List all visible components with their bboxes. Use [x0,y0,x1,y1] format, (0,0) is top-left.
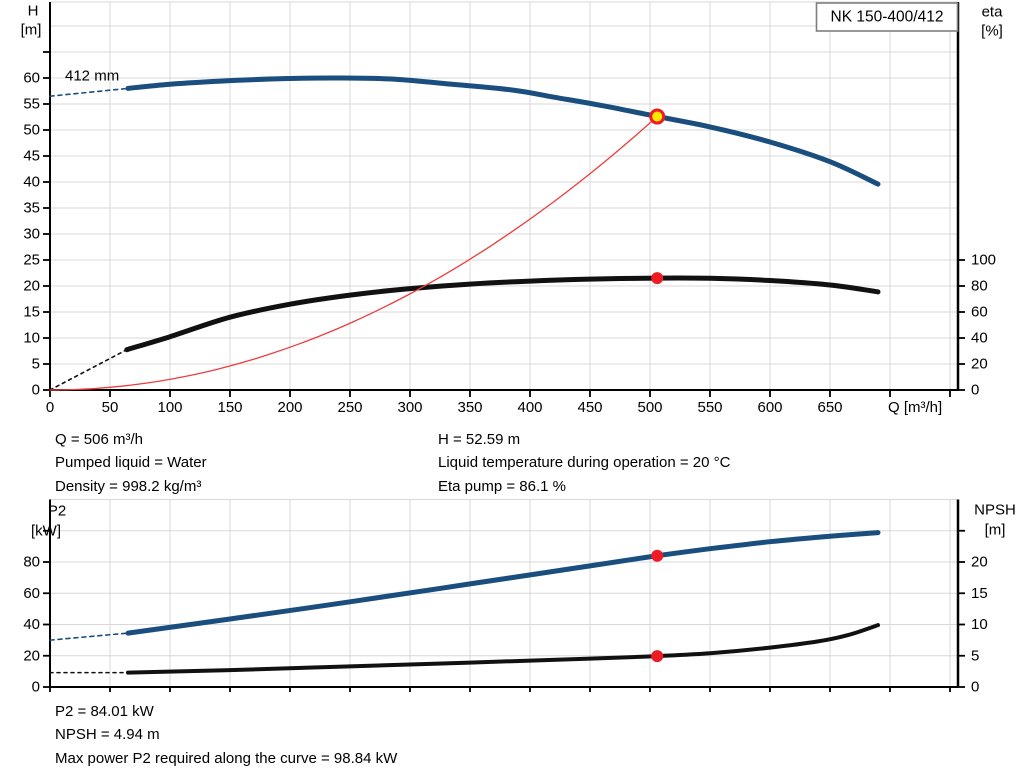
tick-label: 40 [971,330,988,347]
tick-label: 0 [971,679,979,696]
duty-readout-bottom: P2 = 84.01 kW NPSH = 4.94 m Max power P2… [55,700,397,770]
tick-label: 650 [817,399,842,416]
tick-label: 600 [757,399,782,416]
duty-point-eta-marker[interactable] [651,272,664,285]
impeller-diameter-label: 412 mm [65,68,119,85]
tick-label: 25 [23,252,40,269]
tick-label: 500 [637,399,662,416]
readout-liquid: Pumped liquid = Water [55,454,207,472]
tick-label: 400 [517,399,542,416]
tick-label: 5 [971,647,979,664]
tick-label: 40 [23,616,40,633]
bottom-left-axis-unit: [kW] [31,523,61,540]
tick-label: 80 [23,554,40,571]
top-right-axis-unit: [%] [981,23,1003,40]
npsh-curve [126,623,880,675]
tick-label: 0 [32,679,40,696]
tick-label: 80 [971,278,988,295]
tick-label: 20 [971,356,988,373]
tick-label: 50 [23,122,40,139]
tick-label: 300 [397,399,422,416]
tick-label: 150 [217,399,242,416]
readout-density: Density = 998.2 kg/m³ [55,477,202,495]
tick-label: 15 [23,304,40,321]
tick-label: 55 [23,96,40,113]
tick-label: 60 [23,70,40,87]
tick-label: 350 [457,399,482,416]
top-left-axis-title: H [28,3,39,20]
tick-label: 50 [102,399,119,416]
readout-head: H = 52.59 m [438,431,521,448]
tick-label: 30 [23,226,40,243]
tick-label: 0 [32,382,40,399]
head-curve-extrapolated [49,87,129,97]
tick-label: 0 [971,382,979,399]
bottom-left-axis-title: P2 [48,503,66,520]
tick-label: 10 [971,616,988,633]
p2-curve [125,530,881,636]
tick-label: 20 [23,278,40,295]
tick-label: 20 [23,647,40,664]
tick-label: 10 [23,330,40,347]
tick-label: 200 [277,399,302,416]
power-npsh-chart: 0 20 40 60 80 0 5 10 15 20 [23,499,988,696]
readout-maxpower: Max power P2 required along the curve = … [55,749,398,767]
tick-label: 20 [971,554,988,571]
tick-label: 0 [46,399,54,416]
duty-readout-top-left: Q = 506 m³/h Pumped liquid = Water Densi… [55,428,207,498]
eta-curve-extrapolated [49,348,128,391]
head-curve-412mm [125,75,881,187]
duty-point-head-marker[interactable] [649,108,666,125]
tick-label: 100 [971,252,996,269]
x-axis-title: Q [m³/h] [888,399,942,416]
duty-point-p2-marker[interactable] [651,549,664,562]
tick-label: 5 [32,356,40,373]
system-curve [49,115,658,391]
readout-flow: Q = 506 m³/h [55,431,143,448]
pump-model-label: NK 150-400/412 [831,9,944,26]
tick-label: 60 [971,304,988,321]
tick-label: 250 [337,399,362,416]
pump-model-box: NK 150-400/412 [815,2,959,32]
tick-label: 60 [23,585,40,602]
tick-label: 450 [577,399,602,416]
tick-label: 40 [23,174,40,191]
tick-label: 15 [971,585,988,602]
duty-readout-top-right: H = 52.59 m Liquid temperature during op… [438,428,730,498]
bottom-right-axis-unit: [m] [985,522,1006,539]
top-left-axis-unit: [m] [21,22,42,39]
power-chart-plot-area[interactable] [50,500,958,688]
eta-curve [124,275,881,353]
duty-point-npsh-marker[interactable] [651,650,664,663]
pump-model-box-frame [815,2,959,32]
tick-label: 100 [157,399,182,416]
p2-curve-extrapolated [49,632,129,641]
bottom-right-axis-title: NPSH [974,502,1016,519]
readout-p2: P2 = 84.01 kW [55,703,154,720]
readout-eta: Eta pump = 86.1 % [438,477,566,495]
tick-label: 45 [23,148,40,165]
readout-npsh: NPSH = 4.94 m [55,726,160,744]
head-chart-plot-area[interactable] [50,2,958,390]
readout-temperature: Liquid temperature during operation = 20… [438,454,731,472]
tick-label: 550 [697,399,722,416]
top-right-axis-title: eta [982,4,1004,21]
tick-label: 35 [23,200,40,217]
